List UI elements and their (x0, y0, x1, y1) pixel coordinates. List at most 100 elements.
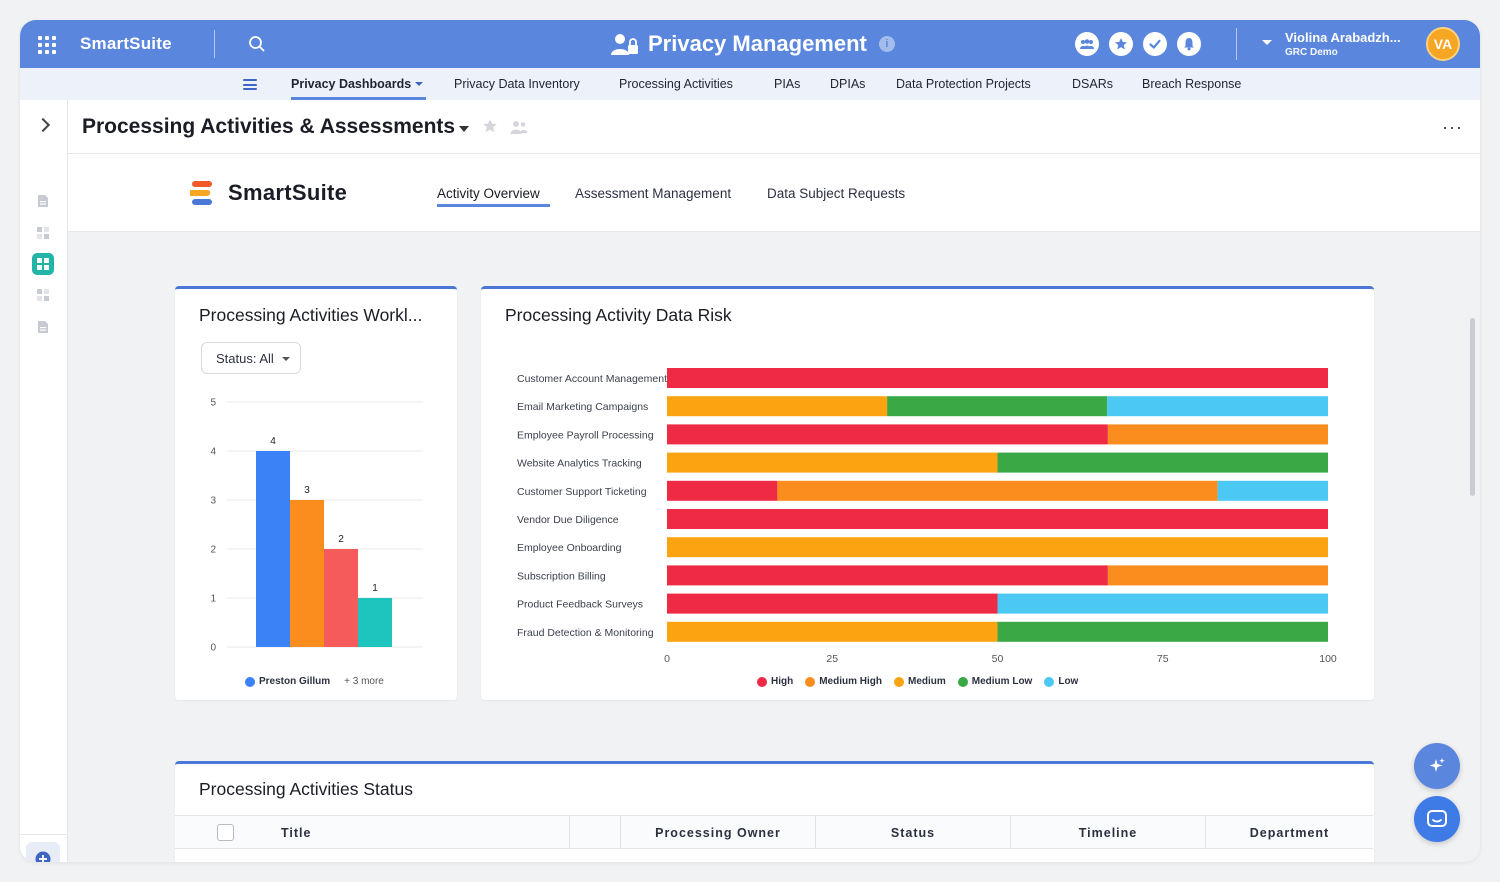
workload-card-title: Processing Activities Workl... (199, 305, 423, 325)
legend-label: Medium Low (971, 676, 1033, 687)
nav-item-pias[interactable]: PIAs (774, 77, 801, 91)
data-label: 2 (338, 534, 344, 545)
legend-item[interactable]: High (757, 676, 793, 687)
add-page-button[interactable] (26, 842, 60, 862)
bar-segment (777, 480, 1218, 501)
risk-chart-card: Processing Activity Data Risk Customer A… (481, 286, 1374, 700)
category-label: Email Marketing Campaigns (517, 401, 648, 413)
nav-item-breach-response[interactable]: Breach Response (1142, 77, 1242, 91)
chat-icon (1427, 810, 1447, 827)
column-header-blank[interactable] (570, 816, 621, 849)
chevron-down-icon (282, 357, 290, 361)
legend-label: Medium High (819, 676, 882, 687)
dashboard-canvas: Processing Activities Workl... Status: A… (68, 232, 1480, 862)
x-tick-label: 50 (992, 653, 1004, 665)
category-label: Subscription Billing (517, 570, 606, 582)
category-label: Website Analytics Tracking (517, 458, 642, 470)
document-icon-2[interactable] (36, 320, 50, 334)
y-tick-label: 3 (210, 496, 216, 507)
expand-sidebar-chevron-icon[interactable] (35, 117, 51, 133)
select-all-checkbox[interactable] (217, 824, 234, 841)
share-members-icon[interactable] (510, 119, 528, 135)
column-header-processing-owner[interactable]: Processing Owner (621, 816, 816, 849)
app-launcher-icon[interactable] (38, 36, 56, 54)
team-icon[interactable] (1075, 32, 1099, 56)
user-name[interactable]: Violina Arabadzh... (1285, 30, 1401, 45)
user-menu-caret-icon[interactable] (1262, 40, 1272, 45)
legend-more[interactable]: + 3 more (344, 676, 384, 687)
bar-segment (997, 593, 1328, 614)
y-tick-label: 4 (210, 447, 216, 458)
bar-segment (667, 509, 1328, 529)
ai-assistant-button[interactable] (1414, 743, 1460, 789)
page-title[interactable]: Processing Activities & Assessments (82, 115, 456, 138)
nav-item-data-protection-projects[interactable]: Data Protection Projects (896, 77, 1031, 91)
legend-dot (1044, 676, 1055, 687)
data-label: 4 (270, 436, 276, 447)
category-label: Customer Account Management (517, 373, 667, 385)
risk-stacked-bar-chart: Customer Account Management Email Marketi… (517, 368, 1337, 665)
tab-assessment-management[interactable]: Assessment Management (575, 186, 732, 201)
active-dashboard-icon[interactable] (32, 253, 54, 275)
plus-circle-icon (35, 851, 51, 862)
risk-card-title: Processing Activity Data Risk (505, 305, 732, 325)
rail-separator (20, 834, 68, 835)
bar-segment (667, 424, 1108, 445)
column-header-status[interactable]: Status (816, 816, 1011, 849)
legend-item[interactable]: Low (1044, 676, 1078, 687)
workload-legend[interactable]: Preston Gillum + 3 more (245, 676, 384, 687)
chat-support-button[interactable] (1414, 796, 1460, 842)
status-filter-select[interactable]: Status: All (201, 342, 301, 374)
search-icon[interactable] (248, 35, 266, 53)
favorites-star-icon[interactable] (1109, 32, 1133, 56)
bar-segment (1107, 396, 1328, 417)
vertical-scrollbar[interactable] (1470, 318, 1475, 496)
legend-dot (957, 676, 968, 687)
document-icon[interactable] (36, 194, 50, 208)
page-title-caret-icon[interactable] (459, 126, 469, 132)
sparkle-icon (1429, 758, 1445, 772)
nav-item-dsars[interactable]: DSARs (1072, 77, 1113, 91)
data-label: 1 (372, 583, 378, 594)
nav-item-processing-activities[interactable]: Processing Activities (619, 77, 733, 91)
legend-item[interactable]: Medium Low (957, 676, 1033, 687)
users-lock-icon (611, 34, 638, 55)
category-label: Vendor Due Diligence (517, 514, 619, 526)
legend-dot (894, 676, 904, 687)
legend-item[interactable]: Medium High (805, 676, 882, 687)
bar (290, 500, 324, 647)
tab-data-subject-requests[interactable]: Data Subject Requests (767, 186, 906, 201)
notifications-bell-icon[interactable] (1177, 32, 1201, 56)
nav-item-dpias[interactable]: DPIAs (830, 77, 866, 91)
column-header-timeline[interactable]: Timeline (1011, 816, 1206, 849)
hamburger-menu-icon[interactable] (243, 79, 257, 90)
tasks-check-icon[interactable] (1143, 32, 1167, 56)
dashboard-header: SmartSuite Activity Overview Assessment … (68, 154, 1480, 232)
bar-segment (1107, 424, 1328, 445)
x-tick-label: 75 (1157, 653, 1169, 665)
more-options-icon[interactable]: ··· (1442, 117, 1463, 137)
y-tick-label: 1 (210, 594, 216, 605)
bar-segment (667, 452, 998, 473)
x-tick-label: 0 (664, 653, 670, 665)
bar-segment (887, 396, 1108, 417)
page-header: Processing Activities & Assessments ··· (68, 100, 1480, 154)
workload-bar-chart: 0 1 2 3 4 5 4 3 2 1 (210, 398, 423, 654)
avatar[interactable]: VA (1426, 27, 1460, 61)
column-header-department[interactable]: Department (1249, 825, 1330, 840)
nav-item-privacy-dashboards[interactable]: Privacy Dashboards (291, 77, 424, 91)
favorite-star-icon[interactable] (482, 118, 498, 134)
chevron-down-icon (415, 82, 424, 86)
info-icon[interactable]: i (878, 36, 895, 52)
column-header-title[interactable]: Title (175, 816, 570, 849)
brand-name[interactable]: SmartSuite (80, 34, 172, 53)
nav-item-privacy-data-inventory[interactable]: Privacy Data Inventory (454, 77, 580, 91)
dashboard-grid-icon[interactable] (36, 226, 50, 240)
x-tick-label: 100 (1319, 653, 1337, 665)
status-filter-label: Status: All (216, 351, 274, 366)
legend-item[interactable]: Medium (894, 676, 946, 687)
dashboard-grid-icon-2[interactable] (36, 288, 50, 302)
category-label: Product Feedback Surveys (517, 599, 643, 611)
tab-activity-overview[interactable]: Activity Overview (437, 186, 540, 201)
bar (358, 598, 392, 647)
